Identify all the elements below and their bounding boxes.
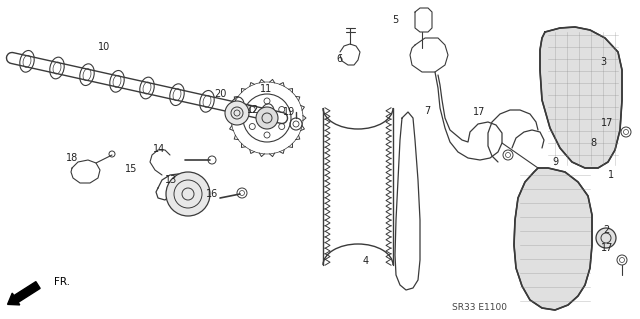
Text: 6: 6	[336, 54, 342, 64]
Circle shape	[256, 107, 278, 129]
Text: 10: 10	[97, 42, 110, 52]
Text: 17: 17	[472, 107, 485, 117]
Text: 17: 17	[600, 243, 613, 253]
Text: 11: 11	[259, 84, 272, 94]
Text: 1: 1	[608, 170, 614, 180]
Text: 19: 19	[283, 107, 296, 117]
Text: 17: 17	[600, 118, 613, 128]
Text: 13: 13	[165, 175, 178, 185]
Text: 4: 4	[363, 256, 369, 266]
FancyArrow shape	[8, 282, 40, 305]
Circle shape	[166, 172, 210, 216]
Text: 7: 7	[424, 106, 431, 116]
Text: 14: 14	[152, 144, 165, 154]
Text: FR.: FR.	[54, 277, 70, 287]
Text: 12: 12	[246, 105, 259, 115]
Text: 20: 20	[214, 89, 227, 99]
Text: 3: 3	[600, 57, 606, 67]
Text: 5: 5	[392, 15, 399, 25]
Text: SR33 E1100: SR33 E1100	[452, 303, 508, 313]
Text: 16: 16	[206, 189, 219, 199]
Text: 2: 2	[604, 225, 610, 235]
Text: 15: 15	[125, 164, 138, 174]
Polygon shape	[540, 27, 622, 168]
Circle shape	[596, 228, 616, 248]
Circle shape	[225, 101, 249, 125]
Polygon shape	[514, 168, 592, 310]
Text: 9: 9	[552, 157, 559, 167]
Text: 8: 8	[591, 138, 597, 148]
Text: 18: 18	[65, 153, 78, 163]
